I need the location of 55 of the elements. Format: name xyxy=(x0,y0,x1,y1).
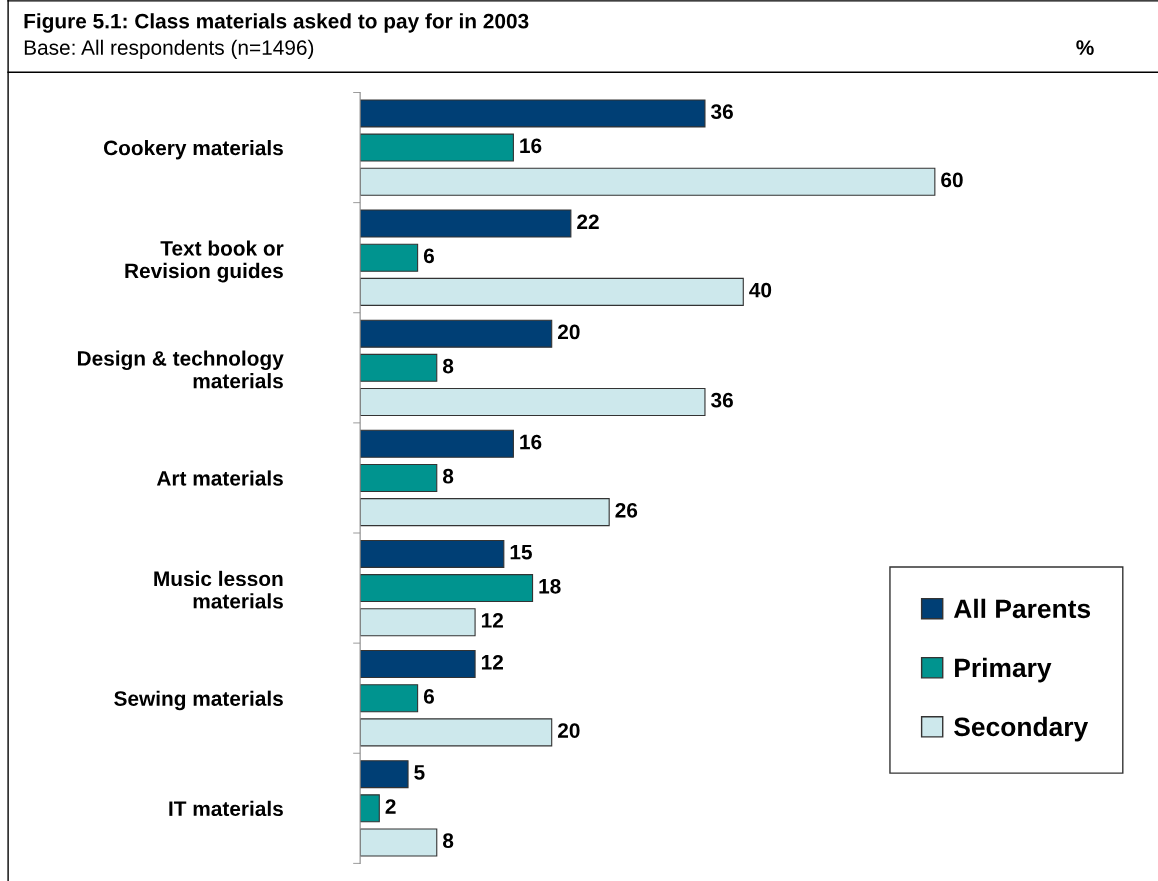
data-label: 8 xyxy=(442,833,454,849)
data-label: 40 xyxy=(749,282,772,298)
y-tick-label: Text book or Revision guides xyxy=(125,240,284,283)
bar xyxy=(360,387,706,417)
bar xyxy=(360,718,553,747)
chart-title: Figure 5.1: Class materials asked to pay for in 2003 xyxy=(24,13,529,33)
bar xyxy=(360,133,514,162)
text: Base: All respondents (n=1496) xyxy=(24,39,314,60)
bar xyxy=(360,99,706,128)
bar xyxy=(360,684,419,713)
data-label: 2 xyxy=(385,799,396,814)
data-label: 5 xyxy=(414,765,425,780)
data-label: 20 xyxy=(557,723,580,738)
y-tick-label: Sewing materials xyxy=(114,690,283,711)
data-label: 8 xyxy=(442,468,454,484)
data-label: 20 xyxy=(557,324,580,340)
bar xyxy=(360,209,572,238)
bar xyxy=(360,353,438,382)
y-tick-label: Cookery materials xyxy=(103,140,283,160)
data-label: 26 xyxy=(615,502,638,518)
data-label: 15 xyxy=(510,544,532,560)
bar xyxy=(360,828,438,857)
data-label: 6 xyxy=(423,689,434,704)
data-label: 18 xyxy=(539,578,561,594)
data-label: 12 xyxy=(481,613,503,628)
data-label: 60 xyxy=(941,172,963,188)
data-label: 12 xyxy=(481,654,503,670)
bar xyxy=(360,463,438,492)
data-label: 8 xyxy=(442,358,454,374)
y-tick-label: Art materials xyxy=(156,470,283,486)
data-label: 36 xyxy=(711,392,733,408)
text: % xyxy=(1076,40,1094,55)
y-tick-label: Design & technology materials xyxy=(77,350,284,389)
data-label: 6 xyxy=(423,248,434,264)
legend-label: All Parents xyxy=(953,598,1091,619)
legend-label: Primary xyxy=(955,657,1052,683)
bar xyxy=(360,794,380,823)
bar xyxy=(360,498,610,527)
bar xyxy=(360,429,514,458)
bar xyxy=(360,760,409,789)
bar xyxy=(360,539,505,568)
bar xyxy=(360,650,476,679)
bar xyxy=(360,243,419,272)
bar xyxy=(360,277,744,306)
data-label: 16 xyxy=(520,138,542,154)
data-label: 22 xyxy=(577,214,599,229)
data-label: 16 xyxy=(520,434,542,450)
bar xyxy=(360,167,936,196)
legend-label: Secondary xyxy=(954,716,1089,742)
bar xyxy=(360,574,534,603)
y-tick-label: IT materials xyxy=(169,800,283,817)
bar xyxy=(360,608,476,637)
y-tick-label: Music lesson materials xyxy=(154,570,283,609)
data-label: 36 xyxy=(711,104,733,120)
bar xyxy=(360,319,553,348)
